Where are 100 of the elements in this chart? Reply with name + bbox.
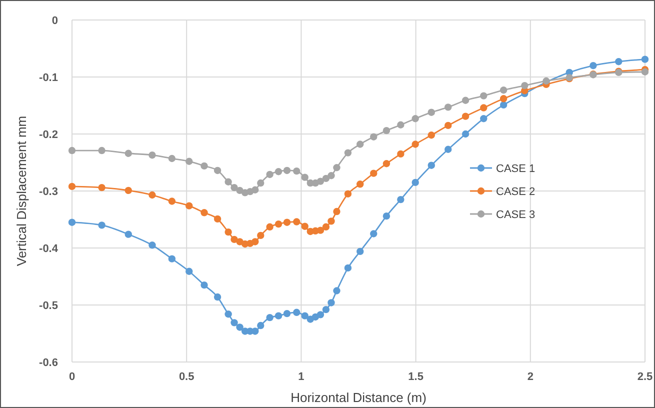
y-tick-label: -0.5 [39, 300, 58, 312]
point [186, 202, 193, 210]
point [590, 62, 597, 70]
point [301, 312, 308, 320]
point [370, 230, 378, 238]
point [412, 140, 419, 148]
point [230, 236, 238, 244]
point [266, 223, 274, 231]
point [356, 180, 364, 188]
point [500, 101, 508, 109]
point [257, 232, 264, 240]
point [148, 242, 156, 249]
x-tick-label: 1 [298, 371, 304, 383]
point [168, 255, 176, 262]
x-axis-title: Horizontal Distance (m) [290, 390, 426, 405]
x-tick-label: 0.5 [178, 371, 194, 383]
point [322, 306, 330, 314]
point [428, 132, 435, 139]
x-tick-label: 0 [68, 371, 76, 383]
point [68, 218, 76, 226]
point [480, 104, 488, 112]
point [283, 218, 291, 226]
point [68, 146, 76, 154]
point [412, 115, 419, 122]
point [316, 226, 324, 234]
point [230, 184, 238, 192]
point [428, 108, 435, 116]
point [356, 140, 364, 148]
point [293, 218, 300, 226]
point [444, 104, 452, 111]
point [333, 287, 340, 294]
point [148, 191, 156, 199]
point [257, 322, 264, 330]
point [500, 95, 508, 102]
point [333, 164, 340, 172]
point [124, 186, 132, 194]
point [462, 130, 470, 138]
point [224, 228, 232, 236]
point [301, 174, 308, 181]
point [168, 154, 176, 162]
point [252, 186, 259, 194]
point [356, 248, 364, 256]
x-tick-label: 2 [527, 371, 534, 383]
point [316, 178, 324, 185]
point [200, 281, 208, 289]
point [322, 223, 330, 231]
point [328, 299, 335, 306]
point [328, 172, 335, 180]
point [615, 58, 622, 66]
point [274, 168, 282, 176]
point [214, 215, 222, 223]
point [124, 150, 132, 157]
point [200, 162, 208, 170]
point [266, 314, 274, 322]
point [68, 182, 76, 190]
point [370, 133, 378, 140]
point [382, 126, 390, 134]
point [148, 151, 156, 159]
point [412, 178, 419, 186]
y-tick-label: -0.1 [39, 72, 58, 84]
point [480, 92, 488, 100]
x-tick-label: 1.5 [408, 371, 424, 383]
point [328, 218, 335, 225]
point [186, 158, 193, 165]
point [521, 82, 528, 90]
point [444, 146, 452, 153]
point [283, 166, 291, 174]
x-tick-label: 2.5 [637, 371, 653, 383]
y-tick-label: -0.6 [39, 356, 58, 369]
point [98, 184, 106, 192]
point [224, 310, 232, 318]
y-tick-label: -0.2 [39, 128, 58, 141]
point [641, 56, 649, 63]
point [462, 112, 470, 120]
legend-label: CASE 2 [496, 186, 536, 198]
point [252, 238, 259, 246]
point [444, 122, 452, 130]
point [293, 167, 300, 175]
point [200, 209, 208, 216]
y-tick-label: -0.4 [39, 242, 59, 255]
point [397, 121, 404, 128]
point [382, 160, 390, 168]
point [214, 166, 222, 174]
point [397, 196, 404, 204]
point [224, 178, 232, 186]
point [428, 162, 435, 169]
point [316, 311, 324, 318]
point [462, 96, 470, 104]
point [344, 149, 352, 156]
point [266, 170, 274, 178]
point [480, 115, 488, 122]
point [124, 230, 132, 238]
point [397, 150, 404, 158]
point [214, 293, 222, 301]
point [344, 190, 352, 198]
point [283, 310, 291, 318]
point [322, 174, 330, 182]
point [333, 208, 340, 216]
y-tick-label: 0 [52, 14, 58, 27]
point [230, 319, 238, 326]
